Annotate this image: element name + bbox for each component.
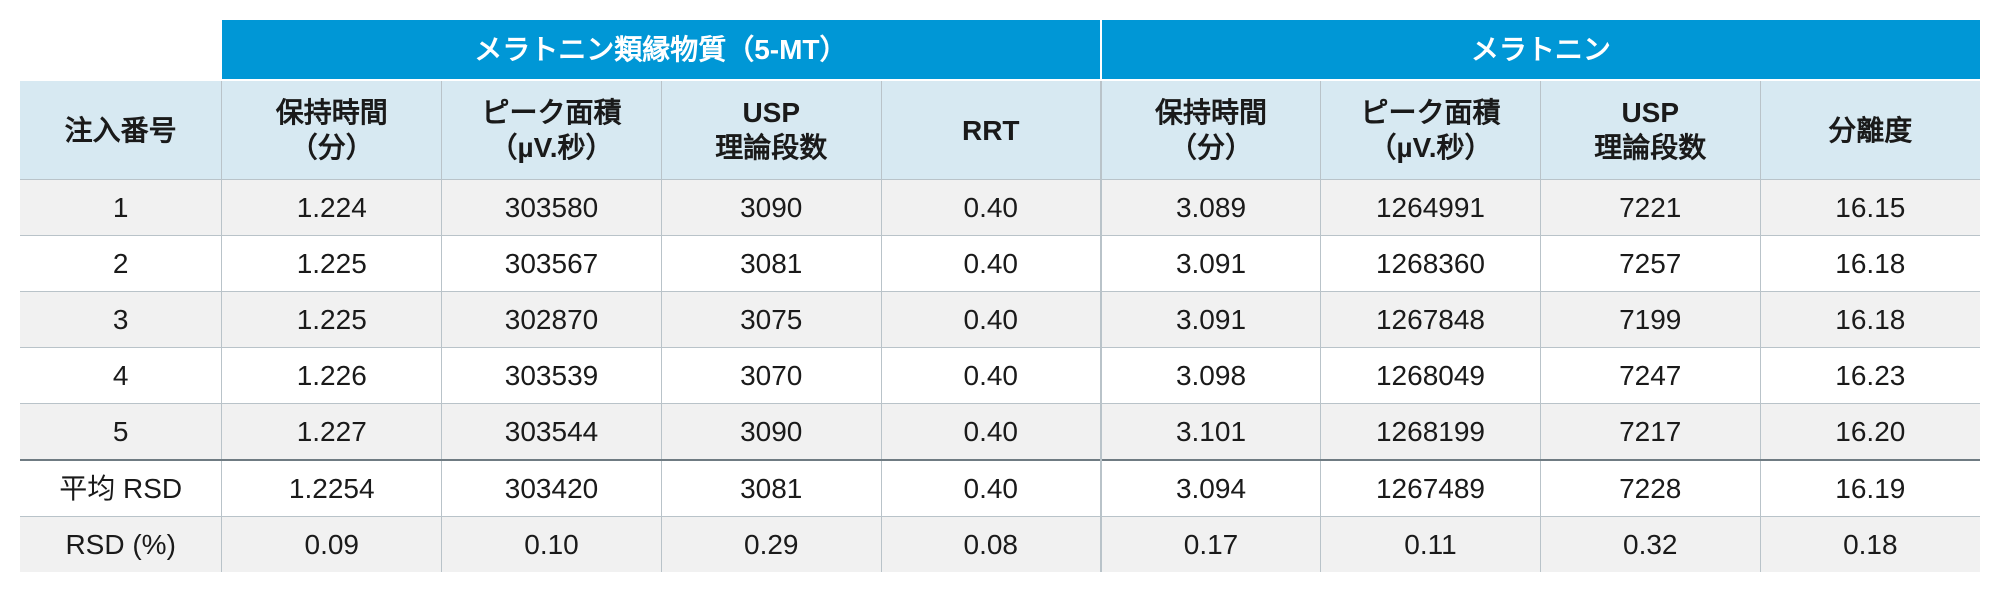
table-cell: 0.09	[222, 517, 442, 573]
table-cell: 3.101	[1101, 404, 1321, 461]
table-cell: 16.20	[1760, 404, 1980, 461]
table-row: 21.22530356730810.403.0911268360725716.1…	[20, 236, 1980, 292]
table-cell: 303544	[442, 404, 662, 461]
group-header-left: メラトニン類縁物質（5-MT）	[222, 20, 1101, 80]
table-cell: 3090	[661, 180, 881, 236]
table-cell: 7228	[1540, 460, 1760, 517]
table-cell: 1267848	[1321, 292, 1541, 348]
table-cell: 3.091	[1101, 236, 1321, 292]
table-cell: 0.29	[661, 517, 881, 573]
table-cell: 303567	[442, 236, 662, 292]
table-cell: 1	[20, 180, 222, 236]
table-cell: 0.40	[881, 180, 1101, 236]
col-rt-mel: 保持時間（分）	[1101, 80, 1321, 180]
table-cell: 0.08	[881, 517, 1101, 573]
table-cell: 3070	[661, 348, 881, 404]
table-cell: 0.17	[1101, 517, 1321, 573]
table-cell: 7257	[1540, 236, 1760, 292]
table-cell: 0.40	[881, 460, 1101, 517]
group-header-blank	[20, 20, 222, 80]
table-cell: 3.094	[1101, 460, 1321, 517]
table-cell: 303580	[442, 180, 662, 236]
table-row: 41.22630353930700.403.0981268049724716.2…	[20, 348, 1980, 404]
col-area-mel: ピーク面積（µV.秒）	[1321, 80, 1541, 180]
col-usp-mel: USP理論段数	[1540, 80, 1760, 180]
table-row: 11.22430358030900.403.0891264991722116.1…	[20, 180, 1980, 236]
table-cell: 3	[20, 292, 222, 348]
table-cell: 3.098	[1101, 348, 1321, 404]
table-cell: 3075	[661, 292, 881, 348]
table-cell: 1268049	[1321, 348, 1541, 404]
table-cell: 0.32	[1540, 517, 1760, 573]
table-cell: 1.224	[222, 180, 442, 236]
col-rt-5mt: 保持時間（分）	[222, 80, 442, 180]
table-cell: 0.40	[881, 348, 1101, 404]
table-cell: 0.10	[442, 517, 662, 573]
group-header-right: メラトニン	[1101, 20, 1980, 80]
table-row: 51.22730354430900.403.1011268199721716.2…	[20, 404, 1980, 461]
table-cell: 1.227	[222, 404, 442, 461]
table-cell: 16.19	[1760, 460, 1980, 517]
col-rrt: RRT	[881, 80, 1101, 180]
table-cell: 16.23	[1760, 348, 1980, 404]
table-cell: 1268360	[1321, 236, 1541, 292]
table-row: RSD (%)0.090.100.290.080.170.110.320.18	[20, 517, 1980, 573]
table-cell: 7199	[1540, 292, 1760, 348]
table-cell: 16.18	[1760, 292, 1980, 348]
table-cell: 1267489	[1321, 460, 1541, 517]
table-body: 11.22430358030900.403.0891264991722116.1…	[20, 180, 1980, 573]
table-cell: 0.11	[1321, 517, 1541, 573]
table-cell: 1.226	[222, 348, 442, 404]
table-cell: 7217	[1540, 404, 1760, 461]
table-cell: 3081	[661, 236, 881, 292]
table-cell: RSD (%)	[20, 517, 222, 573]
table-cell: 1.2254	[222, 460, 442, 517]
hplc-results-table: メラトニン類縁物質（5-MT） メラトニン 注入番号 保持時間（分） ピーク面積…	[20, 20, 1980, 572]
table-cell: 3081	[661, 460, 881, 517]
table-cell: 0.40	[881, 404, 1101, 461]
table-cell: 7247	[1540, 348, 1760, 404]
table-cell: 3.091	[1101, 292, 1321, 348]
table-cell: 16.18	[1760, 236, 1980, 292]
table-cell: 2	[20, 236, 222, 292]
table-cell: 0.40	[881, 236, 1101, 292]
table-cell: 7221	[1540, 180, 1760, 236]
col-usp-5mt: USP理論段数	[661, 80, 881, 180]
col-injection-no: 注入番号	[20, 80, 222, 180]
table-cell: 0.40	[881, 292, 1101, 348]
table-row: 平均 RSD1.225430342030810.403.094126748972…	[20, 460, 1980, 517]
table-cell: 1264991	[1321, 180, 1541, 236]
table-cell: 3090	[661, 404, 881, 461]
table-cell: 302870	[442, 292, 662, 348]
table-cell: 1.225	[222, 292, 442, 348]
col-resolution: 分離度	[1760, 80, 1980, 180]
table-cell: 5	[20, 404, 222, 461]
table-cell: 1.225	[222, 236, 442, 292]
table-cell: 0.18	[1760, 517, 1980, 573]
table-row: 31.22530287030750.403.0911267848719916.1…	[20, 292, 1980, 348]
table-cell: 平均 RSD	[20, 460, 222, 517]
table-cell: 16.15	[1760, 180, 1980, 236]
table-cell: 3.089	[1101, 180, 1321, 236]
table-cell: 4	[20, 348, 222, 404]
table-cell: 303539	[442, 348, 662, 404]
table-cell: 1268199	[1321, 404, 1541, 461]
col-area-5mt: ピーク面積（µV.秒）	[442, 80, 662, 180]
table-cell: 303420	[442, 460, 662, 517]
